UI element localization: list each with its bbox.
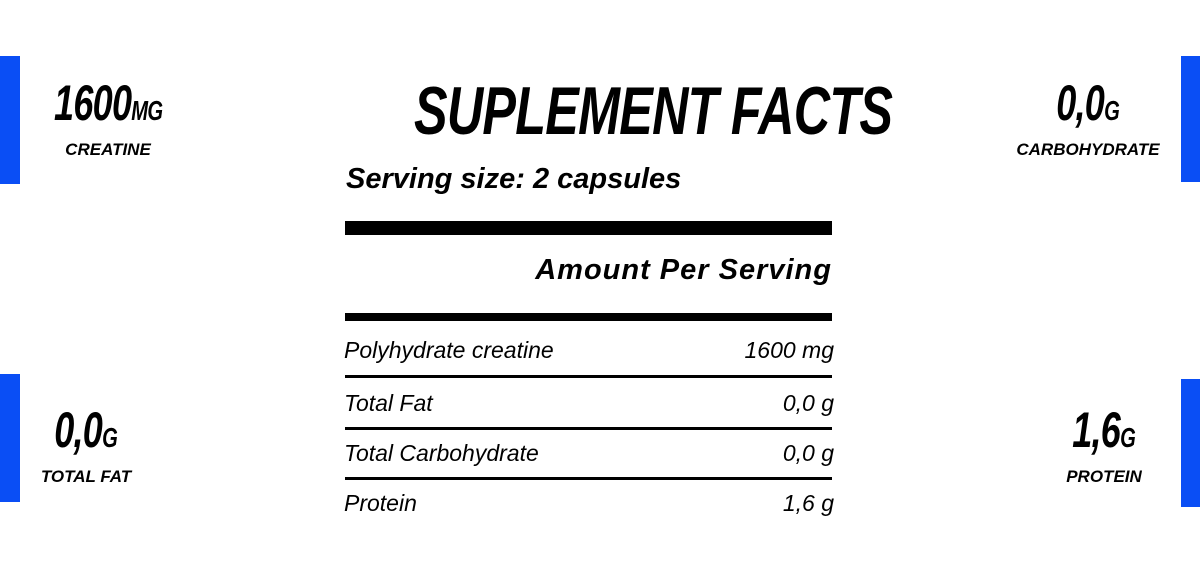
stat-label: TOTAL FAT	[40, 467, 132, 486]
divider	[345, 477, 832, 480]
divider	[345, 221, 832, 235]
table-row: Protein 1,6 g	[344, 490, 834, 516]
accent-bar	[1181, 379, 1200, 507]
stat-carbohydrate: 0,0G CARBOHYDRATE	[988, 78, 1188, 160]
page-title: SUPLEMENT FACTS	[413, 73, 893, 149]
table-row: Total Fat 0,0 g	[344, 390, 834, 416]
stat-creatine: 1600MG CREATINE	[8, 78, 208, 160]
table-row: Polyhydrate creatine 1600 mg	[344, 337, 834, 363]
stat-label: CARBOHYDRATE	[1016, 140, 1160, 159]
stat-label: CREATINE	[65, 140, 151, 159]
divider	[345, 427, 832, 430]
accent-bar	[1181, 56, 1200, 182]
divider	[345, 375, 832, 378]
stat-fat: 0,0G TOTAL FAT	[0, 405, 186, 487]
amount-header: Amount Per Serving	[535, 254, 832, 286]
table-row: Total Carbohydrate 0,0 g	[344, 440, 834, 466]
stat-label: PROTEIN	[1066, 467, 1142, 486]
serving-size: Serving size: 2 capsules	[346, 163, 682, 195]
accent-bar	[0, 56, 20, 184]
accent-bar	[0, 374, 20, 502]
divider	[345, 313, 832, 321]
stat-protein: 1,6G PROTEIN	[1004, 405, 1200, 487]
